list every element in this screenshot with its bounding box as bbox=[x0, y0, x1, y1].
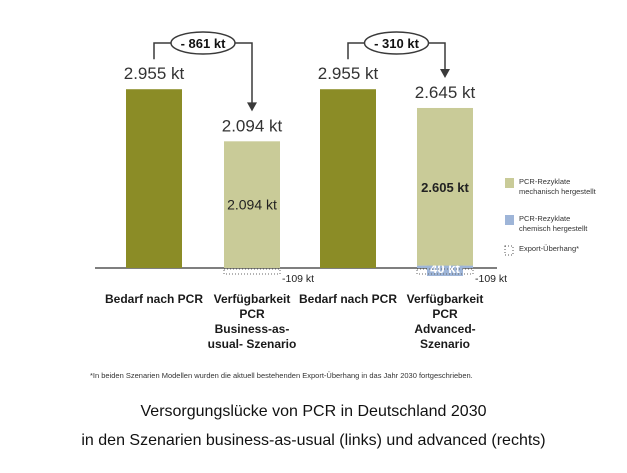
bar-3-export-overhang bbox=[416, 268, 474, 275]
bar-3-inner-label: 2.605 kt bbox=[421, 180, 469, 195]
chart-footnote: *In beiden Szenarien Modellen wurden die… bbox=[90, 371, 473, 380]
legend-label-mech-line-0: PCR-Rezyklate bbox=[519, 177, 570, 186]
bar-0-total-label: 2.955 kt bbox=[124, 64, 185, 83]
legend-label-export-line-0: Export-Überhang* bbox=[519, 244, 579, 253]
bar-3-export-label: -109 kt bbox=[475, 273, 507, 285]
caption-line-1: Versorgungslücke von PCR in Deutschland … bbox=[140, 403, 487, 420]
bar-1-export-overhang bbox=[223, 268, 281, 275]
bar-3-segment-mech bbox=[417, 107, 473, 266]
bar-0-segment-demand bbox=[126, 89, 182, 268]
gap-0-label: - 861 kt bbox=[181, 36, 226, 51]
category-label-3-line-0: Verfügbarkeit bbox=[407, 292, 484, 306]
gap-0-label-bubble bbox=[170, 31, 236, 55]
legend-swatch-chem bbox=[505, 215, 514, 225]
caption-line-2: in den Szenarien business-as-usual (link… bbox=[81, 432, 546, 449]
category-label-3-line-3: Szenario bbox=[420, 337, 470, 351]
bar-2-total-label: 2.955 kt bbox=[318, 64, 379, 83]
category-label-3-line-2: Advanced- bbox=[414, 322, 475, 336]
bar-1-inner-label: 2.094 kt bbox=[227, 197, 277, 213]
bar-2-segment-demand bbox=[320, 89, 376, 268]
pcr-gap-chart: 2.955 kt Bedarf nach PCR 2.094 kt 2.094 kt -… bbox=[95, 31, 597, 351]
category-label-3-line-1: PCR bbox=[432, 307, 458, 321]
legend-label-mech-line-1: mechanisch hergestellt bbox=[519, 187, 597, 196]
bar-1-export-label: -109 kt bbox=[282, 273, 314, 285]
gap-1-label-bubble bbox=[363, 31, 430, 55]
category-label-1-line-0: Verfügbarkeit bbox=[214, 292, 291, 306]
category-label-1-line-1: PCR bbox=[239, 307, 265, 321]
category-label-2-line-0: Bedarf nach PCR bbox=[299, 292, 397, 306]
legend-swatch-export bbox=[504, 245, 514, 256]
legend-label-chem-line-1: chemisch hergestellt bbox=[519, 224, 588, 233]
gap-1-arrowhead bbox=[440, 68, 450, 78]
gap-1-label: - 310 kt bbox=[374, 36, 419, 51]
bar-1-total-label: 2.094 kt bbox=[222, 116, 283, 135]
bar-1-segment-mech bbox=[224, 141, 280, 268]
legend-label-chem-line-0: PCR-Rezyklate bbox=[519, 214, 570, 223]
gap-0-arrowhead bbox=[247, 102, 257, 112]
category-label-1-line-2: Business-as- bbox=[215, 322, 290, 336]
category-label-0-line-0: Bedarf nach PCR bbox=[105, 292, 203, 306]
category-label-1-line-3: usual- Szenario bbox=[208, 337, 297, 351]
bar-3-total-label: 2.645 kt bbox=[415, 83, 476, 102]
legend-swatch-mech bbox=[505, 178, 514, 188]
